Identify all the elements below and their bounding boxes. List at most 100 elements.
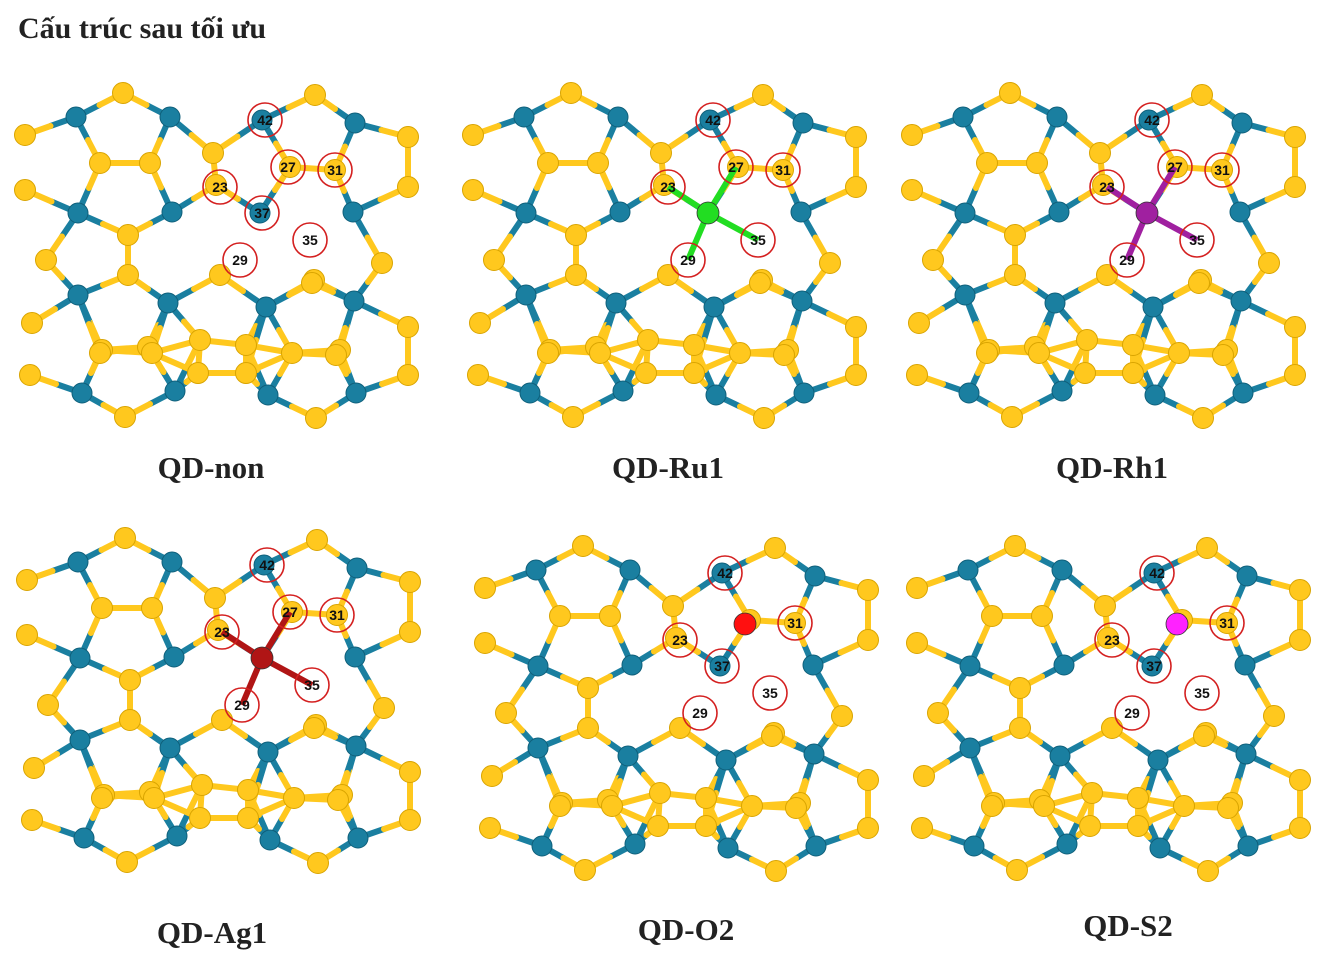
sulfur-atom bbox=[397, 176, 419, 198]
metal-atom bbox=[342, 201, 364, 223]
sulfur-atom bbox=[601, 795, 623, 817]
sulfur-atom bbox=[399, 571, 421, 593]
atom-highlight-circle bbox=[1136, 648, 1172, 684]
metal-atom bbox=[166, 825, 188, 847]
atom-index-label: 35 bbox=[1194, 685, 1210, 701]
metal-atom bbox=[804, 565, 826, 587]
sulfur-atom bbox=[741, 795, 763, 817]
molecule-structure: 42 27 31 23 35 29 bbox=[462, 82, 867, 429]
sulfur-atom bbox=[304, 84, 326, 106]
atom-index-label: 37 bbox=[714, 658, 730, 674]
sulfur-atom bbox=[981, 795, 1003, 817]
metal-atom bbox=[959, 737, 981, 759]
atom-highlight-circle bbox=[272, 594, 308, 630]
atom-index-label: 23 bbox=[672, 632, 688, 648]
atom-group bbox=[14, 82, 419, 429]
sulfur-atom bbox=[1193, 725, 1215, 747]
sulfur-atom bbox=[209, 264, 231, 286]
atom-index-label: 42 bbox=[1149, 565, 1165, 581]
sulfur-atom bbox=[574, 859, 596, 881]
label-group: 42 31 23 37 35 29 bbox=[1094, 555, 1245, 731]
atom-highlight-circle bbox=[1109, 242, 1145, 278]
sulfur-atom bbox=[37, 694, 59, 716]
sulfur-atom bbox=[1009, 677, 1031, 699]
metal-atom bbox=[157, 292, 179, 314]
sulfur-atom bbox=[1006, 859, 1028, 881]
sulfur-atom bbox=[785, 797, 807, 819]
sulfur-atom bbox=[1127, 787, 1149, 809]
sulfur-atom bbox=[305, 407, 327, 429]
sulfur-atom bbox=[91, 597, 113, 619]
sulfur-atom bbox=[683, 362, 705, 384]
atom-highlight-circle bbox=[249, 547, 285, 583]
atom-index-label: 23 bbox=[212, 179, 228, 195]
metal-atom bbox=[164, 380, 186, 402]
sulfur-atom bbox=[562, 406, 584, 428]
sulfur-atom bbox=[114, 406, 136, 428]
metal-atom bbox=[790, 201, 812, 223]
atom-highlight-circle bbox=[204, 614, 240, 650]
atom-index-label: 31 bbox=[775, 162, 791, 178]
sulfur-atom bbox=[906, 632, 928, 654]
sulfur-atom bbox=[549, 795, 571, 817]
sulfur-atom bbox=[729, 342, 751, 364]
atom-index-label: 37 bbox=[254, 205, 270, 221]
label-group: 42 31 23 37 35 29 bbox=[662, 555, 813, 731]
sulfur-atom bbox=[1284, 364, 1306, 386]
atom-group bbox=[906, 535, 1311, 882]
atom-highlight-circle bbox=[1134, 102, 1170, 138]
sulfur-atom bbox=[1216, 612, 1238, 634]
metal-atom bbox=[1049, 745, 1071, 767]
molecule-structure: 42 27 31 23 37 35 29 bbox=[14, 82, 419, 429]
atom-index-label: 29 bbox=[692, 705, 708, 721]
atom-index-label: 27 bbox=[280, 159, 296, 175]
sulfur-atom bbox=[235, 362, 257, 384]
sulfur-atom bbox=[577, 677, 599, 699]
molecule-structure: 42 31 23 37 35 29 bbox=[906, 535, 1311, 882]
sulfur-atom bbox=[1101, 717, 1123, 739]
metal-atom bbox=[67, 551, 89, 573]
sulfur-atom bbox=[589, 342, 611, 364]
sulfur-atom bbox=[662, 595, 684, 617]
atom-index-label: 29 bbox=[1119, 252, 1135, 268]
atom-highlight-circle bbox=[1184, 675, 1220, 711]
sulfur-atom bbox=[577, 717, 599, 739]
sulfur-atom bbox=[765, 860, 787, 882]
sulfur-atom bbox=[205, 174, 227, 196]
sulfur-atom bbox=[1004, 535, 1026, 557]
sulfur-atom bbox=[114, 527, 136, 549]
atom-highlight-circle bbox=[317, 152, 353, 188]
atom-highlight-circle bbox=[1139, 555, 1175, 591]
caption-qd-non: QD-non bbox=[157, 450, 265, 485]
sulfur-atom bbox=[981, 605, 1003, 627]
label-group: 42 27 31 23 35 29 bbox=[1089, 102, 1240, 278]
sulfur-atom bbox=[1289, 629, 1311, 651]
sulfur-atom bbox=[303, 717, 325, 739]
sulfur-atom bbox=[91, 787, 113, 809]
sulfur-atom bbox=[397, 364, 419, 386]
atom-group bbox=[16, 527, 421, 874]
metal-atom bbox=[513, 106, 535, 128]
metal-atom bbox=[703, 296, 725, 318]
sulfur-atom bbox=[1026, 152, 1048, 174]
metal-atom bbox=[159, 106, 181, 128]
metal-atom bbox=[621, 654, 643, 676]
atom-highlight-circle bbox=[777, 605, 813, 641]
metal-atom bbox=[1232, 382, 1254, 404]
metal-atom bbox=[259, 829, 281, 851]
sulfur-atom bbox=[324, 159, 346, 181]
sulfur-atom bbox=[397, 126, 419, 148]
atom-highlight-circle bbox=[222, 242, 258, 278]
sulfur-atom bbox=[1076, 329, 1098, 351]
dopant-atom bbox=[1135, 201, 1159, 225]
atom-highlight-circle bbox=[670, 242, 706, 278]
sulfur-atom bbox=[1192, 407, 1214, 429]
dopant-atom bbox=[733, 612, 757, 636]
bond-group bbox=[914, 543, 1303, 874]
atom-highlight-circle bbox=[752, 675, 788, 711]
metal-atom bbox=[525, 559, 547, 581]
sulfur-atom bbox=[1263, 705, 1285, 727]
sulfur-atom bbox=[326, 604, 348, 626]
molecule-structure: 42 31 23 37 35 29 bbox=[474, 535, 879, 882]
metal-atom bbox=[1044, 292, 1066, 314]
